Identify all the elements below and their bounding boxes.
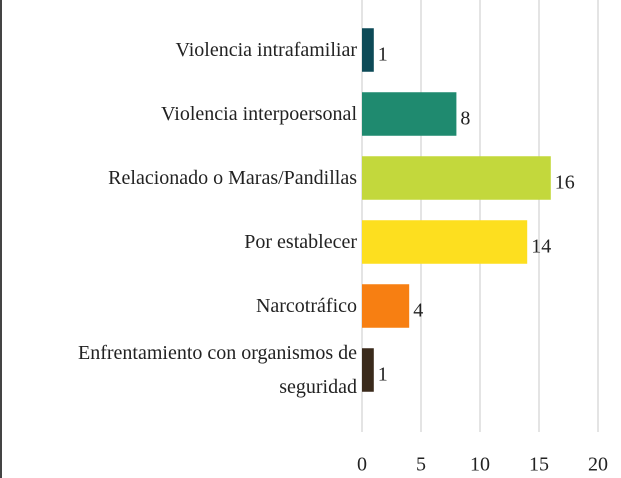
data-label: 1 xyxy=(378,364,388,386)
y-tick-label-box: Relacionado o Maras/Pandillas xyxy=(108,167,357,189)
y-tick-label-box: Enfrentamiento con organismos de segurid… xyxy=(77,342,357,398)
data-label: 16 xyxy=(555,172,575,194)
y-tick-label: Enfrentamiento con organismos de segurid… xyxy=(77,342,357,398)
x-tick-label: 15 xyxy=(529,454,549,476)
bar xyxy=(362,284,410,328)
x-tick-label: 10 xyxy=(470,454,490,476)
y-tick-label: Por establecer xyxy=(244,231,357,253)
bar xyxy=(362,220,528,264)
bar xyxy=(362,28,374,72)
data-label: 4 xyxy=(413,300,423,322)
y-tick-label: Relacionado o Maras/Pandillas xyxy=(108,167,357,189)
y-tick-label-box: Por establecer xyxy=(244,231,357,253)
bar xyxy=(362,92,457,136)
y-tick-label-box: Narcotráfico xyxy=(255,295,357,317)
x-tick-label: 0 xyxy=(357,454,367,476)
bar xyxy=(362,348,374,392)
data-label: 14 xyxy=(531,236,551,258)
x-tick-label: 5 xyxy=(416,454,426,476)
y-tick-label-box: Violencia interpoersonal xyxy=(161,103,357,125)
data-label: 8 xyxy=(460,108,470,130)
y-tick-label: Narcotráfico xyxy=(255,295,357,317)
y-tick-label: Violencia intrafamiliar xyxy=(175,39,358,61)
y-tick-label: Violencia interpoersonal xyxy=(161,103,357,125)
y-tick-label-box: Violencia intrafamiliar xyxy=(175,39,358,61)
data-label: 1 xyxy=(378,44,388,66)
x-tick-label: 20 xyxy=(588,454,608,476)
bar xyxy=(362,156,551,200)
